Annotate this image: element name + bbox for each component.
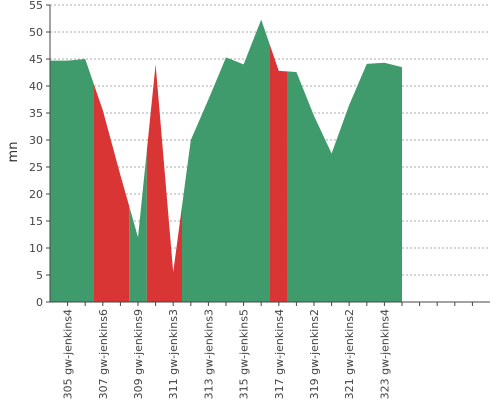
y-tick-label: 55 [29,0,43,12]
y-tick-label: 15 [29,215,43,228]
success-band [129,19,147,302]
y-tick-label: 5 [36,269,43,282]
y-tick-label: 50 [29,26,43,39]
y-axis-label: mn [6,142,21,163]
failure-band [146,19,182,302]
y-tick-label: 10 [29,242,43,255]
x-tick-label: #319 gw-jenkins2 [308,309,321,400]
y-tick-label: 45 [29,53,43,66]
x-tick-label: #307 gw-jenkins6 [97,309,110,400]
y-tick-label: 30 [29,134,43,147]
area-layer [50,19,402,302]
x-tick-label: #317 gw-jenkins4 [273,309,286,400]
status-bands [50,19,402,302]
y-tick-label: 0 [36,296,43,309]
success-band [182,19,270,302]
x-tick-label: #323 gw-jenkins4 [378,309,391,400]
y-tick-label: 40 [29,80,43,93]
x-tick-label: #321 gw-jenkins2 [343,309,356,400]
success-band [50,19,94,302]
y-tick-label: 20 [29,188,43,201]
x-tick-label: #313 gw-jenkins3 [202,309,215,400]
x-tick-label: #305 gw-jenkins4 [62,309,75,400]
y-tick-label: 25 [29,161,43,174]
success-band [287,19,402,302]
x-tick-label: #311 gw-jenkins3 [167,309,180,400]
x-tick-label: #315 gw-jenkins5 [238,309,251,400]
y-tick-label: 35 [29,107,43,120]
x-tick-label: #309 gw-jenkins9 [132,309,145,400]
axis-layer: 0 5 10 15 20 25 30 35 40 45 50 55 #305 gw-jenkins4 #3… [29,0,490,400]
failure-band [270,19,288,302]
failure-band [94,19,130,302]
